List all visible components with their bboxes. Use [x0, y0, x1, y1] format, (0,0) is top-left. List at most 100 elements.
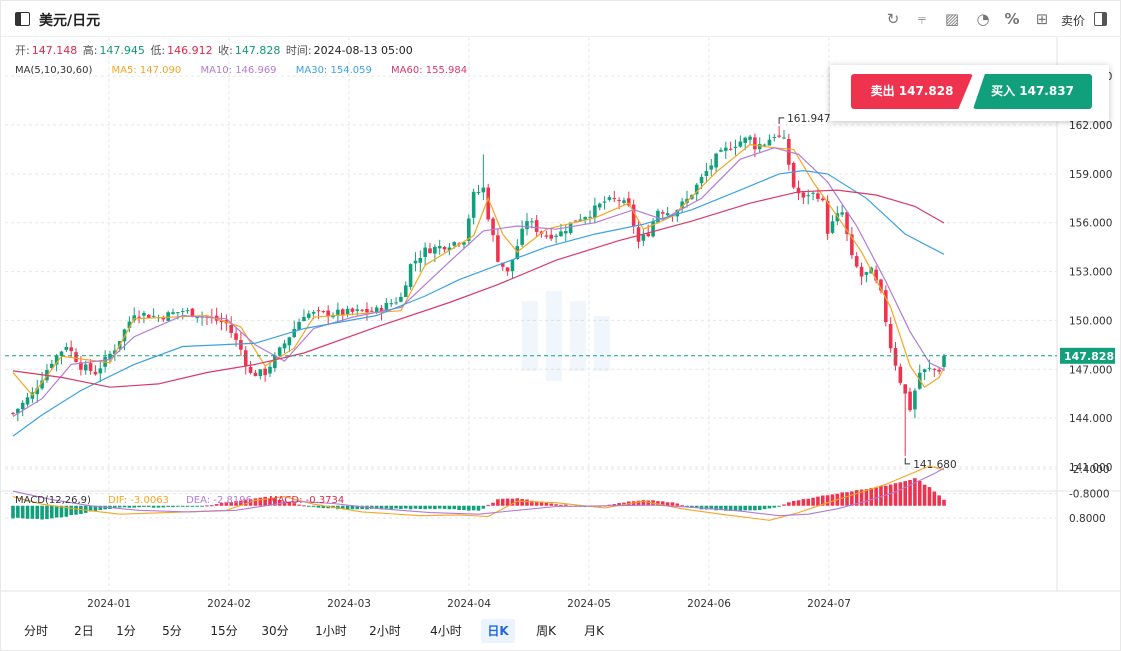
candle-body — [282, 343, 287, 349]
period-bar: 分时 2日 1分 5分 15分 30分 1小时 2小时 4小时 日K 周K 月K — [1, 616, 1121, 648]
macd-bar — [277, 500, 282, 506]
period-tab-10[interactable]: 周K — [536, 624, 556, 638]
macd-bar — [520, 499, 524, 506]
macd-bar — [74, 505, 78, 515]
candle-body — [612, 198, 617, 200]
candle-body — [602, 201, 607, 203]
macd-bar — [224, 502, 229, 506]
candle-body — [394, 302, 398, 304]
period-tab-8[interactable]: 4小时 — [430, 624, 462, 638]
candle-body — [69, 347, 73, 352]
macd-bar — [45, 505, 49, 520]
candle-body — [79, 362, 83, 370]
candle-body — [520, 228, 524, 245]
buy-button[interactable]: 买入 147.837 — [973, 74, 1092, 109]
candle-body — [408, 264, 413, 288]
period-tab-4[interactable]: 15分 — [210, 624, 238, 638]
macd-tick-label: 0.8000 — [1069, 513, 1106, 525]
period-tab-9[interactable]: 日K — [481, 619, 515, 643]
candle-body — [35, 388, 40, 395]
macd-bar — [83, 505, 88, 513]
header: 美元/日元 ↻ ⫧ ▨ ◔ % ⊞ 卖价 — [1, 1, 1121, 37]
macd-bar — [210, 505, 214, 507]
macd-bar — [908, 480, 912, 506]
candle-body — [622, 200, 626, 203]
period-tab-2[interactable]: 1分 — [116, 624, 136, 638]
candle-body — [733, 146, 738, 149]
candle-body — [578, 219, 583, 221]
candle-body — [525, 221, 529, 230]
macd-dea-line — [12, 467, 945, 517]
period-tab-5[interactable]: 30分 — [261, 624, 289, 638]
candle-body — [161, 317, 166, 320]
symbol-title[interactable]: 美元/日元 — [39, 13, 101, 29]
candle-body — [859, 266, 864, 277]
candle-body — [180, 311, 185, 313]
candle-body — [195, 317, 200, 319]
candle-body — [433, 246, 437, 254]
candle-body — [491, 218, 495, 236]
period-tab-3[interactable]: 5分 — [162, 624, 182, 638]
percent-icon[interactable]: % — [1004, 10, 1020, 28]
indicator-icon[interactable]: ▨ — [944, 10, 960, 28]
candle-body — [563, 231, 568, 234]
candle-body — [486, 187, 490, 220]
candle-body — [321, 311, 326, 313]
macd-bar — [816, 496, 820, 506]
candle-body — [719, 149, 723, 152]
candle-body — [796, 187, 801, 194]
period-tab-6[interactable]: 1小时 — [315, 624, 347, 638]
macd-bar — [665, 502, 670, 506]
macd-bar — [685, 505, 689, 507]
macd-bar — [811, 497, 815, 506]
period-tab-11[interactable]: 月K — [584, 624, 604, 638]
time-label: 时间: — [285, 44, 312, 57]
candle-body — [137, 316, 141, 318]
macd-bar — [927, 487, 932, 506]
high-value: 147.945 — [99, 44, 145, 57]
macd-bar — [840, 492, 844, 506]
refresh-icon[interactable]: ↻ — [886, 10, 900, 28]
candle-body — [651, 221, 655, 237]
candle-body — [481, 187, 486, 193]
draw-tool-icon[interactable]: ⫧ — [917, 10, 927, 28]
pie-chart-icon[interactable]: ◔ — [976, 10, 990, 28]
macd-bar — [525, 499, 529, 506]
period-tab-0[interactable]: 分时 — [23, 624, 48, 638]
candle-body — [636, 227, 641, 242]
macd-bar — [539, 501, 544, 506]
macd-bar — [292, 503, 297, 506]
macd-bar — [932, 491, 937, 506]
macd-bar — [496, 499, 500, 506]
macd-bar — [355, 505, 360, 510]
candle-body — [379, 308, 384, 312]
candle-body — [59, 351, 64, 356]
macd-bar — [311, 505, 316, 507]
sell-button[interactable]: 卖出 147.828 — [851, 74, 973, 109]
period-tab-1[interactable]: 2日 — [74, 624, 94, 638]
candle-body — [268, 366, 272, 374]
sell-price-toggle[interactable]: 卖价 — [1061, 14, 1086, 28]
symbol-list-icon[interactable] — [15, 12, 30, 26]
grid-layout-icon[interactable]: ⊞ — [1035, 10, 1049, 28]
candle-body — [108, 353, 112, 359]
period-tab-7[interactable]: 2小时 — [369, 624, 401, 638]
candle-body — [239, 340, 243, 350]
candle-body — [884, 290, 888, 323]
macd-bar — [156, 505, 161, 508]
side-panel-icon[interactable] — [1094, 12, 1107, 26]
candle-body — [16, 408, 20, 414]
macd-bar — [670, 502, 675, 506]
macd-bar — [336, 505, 340, 510]
low-label: 低: — [150, 44, 166, 57]
trade-popup: 卖出 147.828 买入 147.837 — [830, 65, 1109, 121]
watermark-logo — [522, 291, 610, 381]
macd-bar — [180, 505, 185, 507]
candle-body — [753, 137, 757, 150]
candle-body — [767, 139, 772, 146]
macd-value: MACD: -0.3734 — [269, 495, 345, 506]
ma30-value: MA30: 154.059 — [295, 65, 372, 76]
candle-body — [757, 144, 762, 150]
candle-body — [942, 355, 946, 367]
